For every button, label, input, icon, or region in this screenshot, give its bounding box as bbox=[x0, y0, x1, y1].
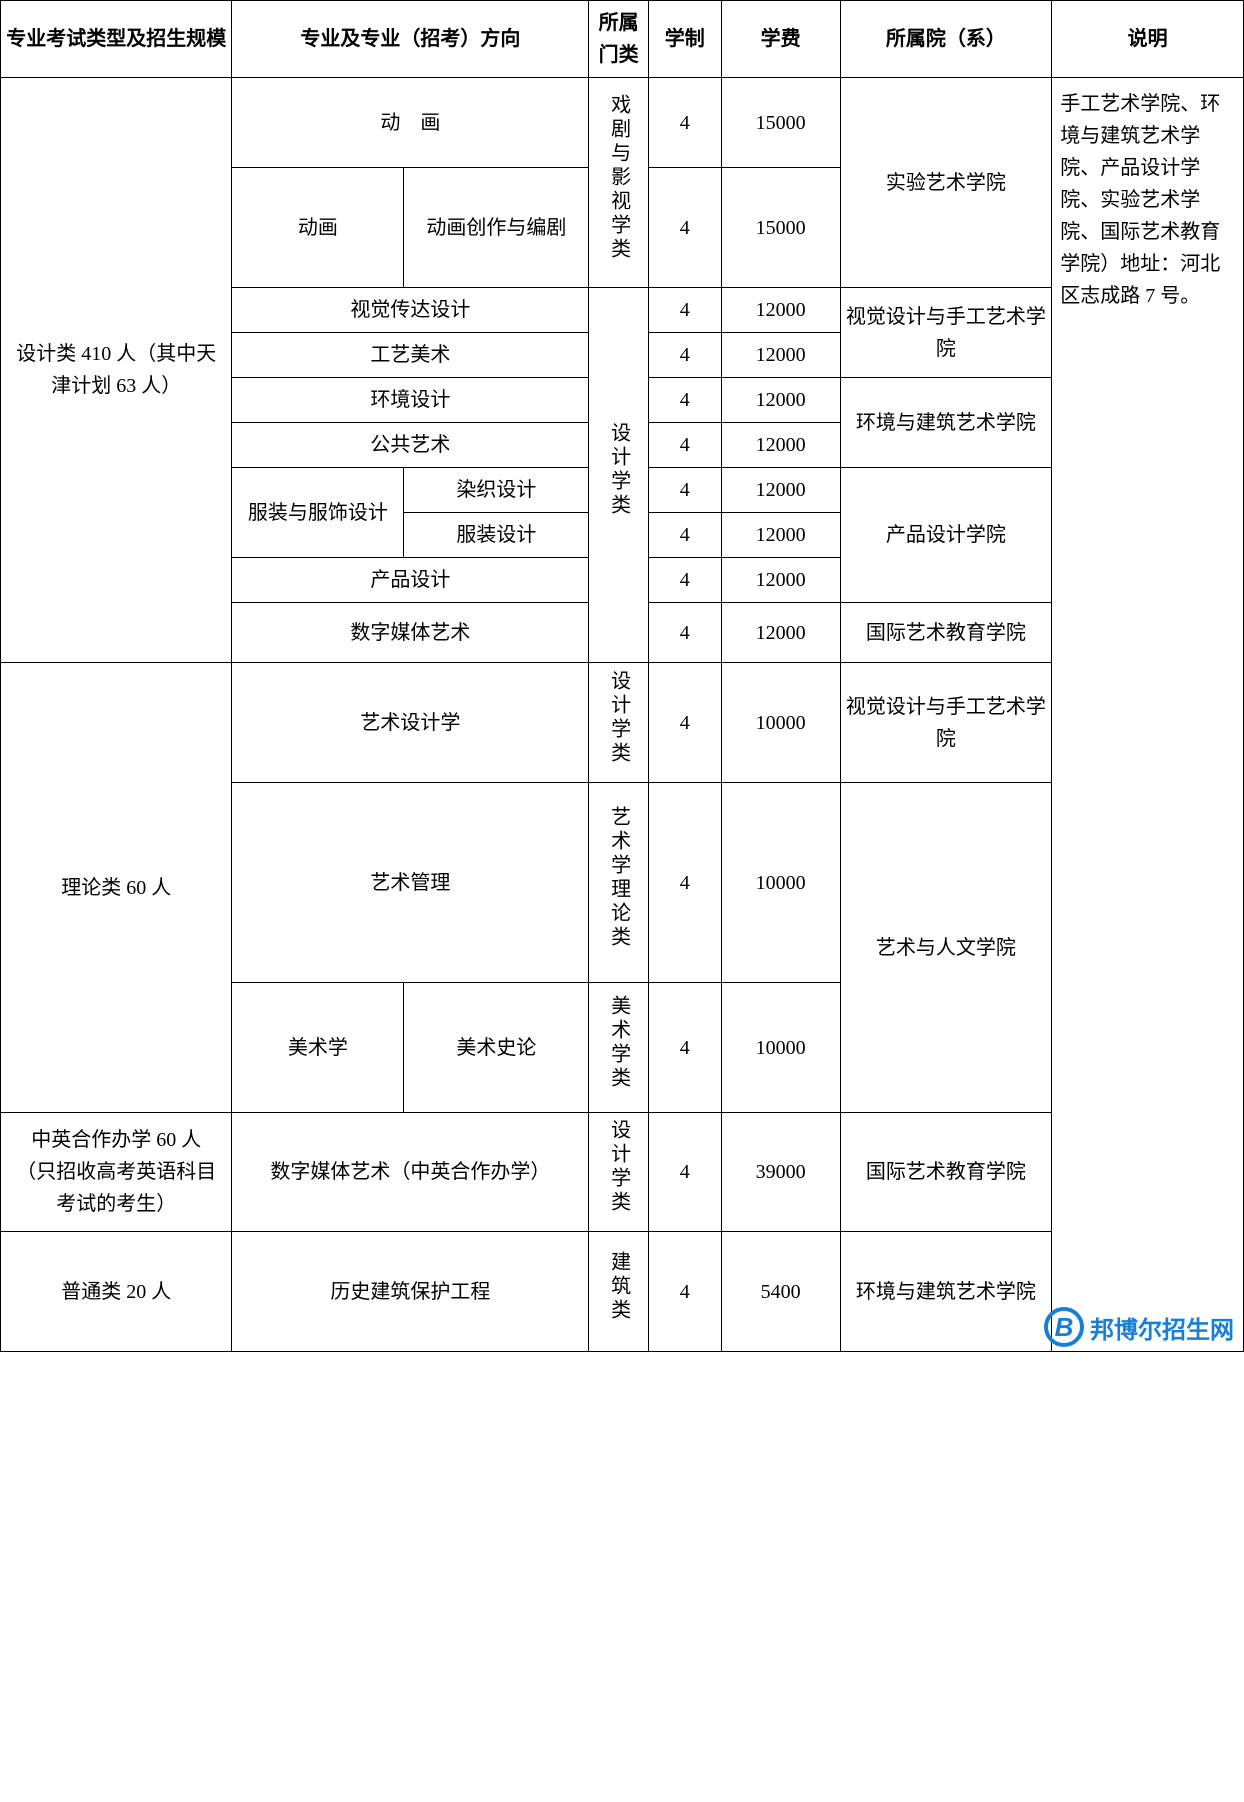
major-animation-sub: 动画 bbox=[232, 168, 404, 288]
group-theory: 理论类 60 人 bbox=[1, 663, 232, 1113]
duration-cell: 4 bbox=[648, 783, 721, 983]
fee-cell: 12000 bbox=[721, 288, 840, 333]
dept-env-arch-2: 环境与建筑艺术学院 bbox=[840, 1232, 1052, 1352]
duration-cell: 4 bbox=[648, 333, 721, 378]
dept-visual-craft: 视觉设计与手工艺术学院 bbox=[840, 288, 1052, 378]
fee-cell: 12000 bbox=[721, 603, 840, 663]
major-public: 公共艺术 bbox=[232, 423, 589, 468]
dept-humanities: 艺术与人文学院 bbox=[840, 783, 1052, 1113]
fee-cell: 15000 bbox=[721, 78, 840, 168]
header-dept: 所属院（系） bbox=[840, 1, 1052, 78]
category-art-theory: 艺术学理论类 bbox=[589, 783, 649, 983]
page-container: 专业考试类型及招生规模 专业及专业（招考）方向 所属门类 学制 学费 所属院（系… bbox=[0, 0, 1244, 1352]
fee-cell: 15000 bbox=[721, 168, 840, 288]
major-visual: 视觉传达设计 bbox=[232, 288, 589, 333]
header-fee: 学费 bbox=[721, 1, 840, 78]
category-fine-art: 美术学类 bbox=[589, 983, 649, 1113]
major-env: 环境设计 bbox=[232, 378, 589, 423]
fee-cell: 5400 bbox=[721, 1232, 840, 1352]
dept-visual-craft-2: 视觉设计与手工艺术学院 bbox=[840, 663, 1052, 783]
note-cell: 手工艺术学院、环境与建筑艺术学院、产品设计学院、实验艺术学院、国际艺术教育学院）… bbox=[1052, 78, 1244, 1352]
category-arch: 建筑类 bbox=[589, 1232, 649, 1352]
header-major: 专业及专业（招考）方向 bbox=[232, 1, 589, 78]
table-row: 设计类 410 人（其中天津计划 63 人） 动 画 戏剧与影视学类 4 150… bbox=[1, 78, 1244, 168]
dept-exp: 实验艺术学院 bbox=[840, 78, 1052, 288]
header-category: 所属门类 bbox=[589, 1, 649, 78]
admission-table: 专业考试类型及招生规模 专业及专业（招考）方向 所属门类 学制 学费 所属院（系… bbox=[0, 0, 1244, 1352]
duration-cell: 4 bbox=[648, 378, 721, 423]
duration-cell: 4 bbox=[648, 603, 721, 663]
fee-cell: 10000 bbox=[721, 783, 840, 983]
fee-cell: 10000 bbox=[721, 663, 840, 783]
duration-cell: 4 bbox=[648, 288, 721, 333]
duration-cell: 4 bbox=[648, 663, 721, 783]
duration-cell: 4 bbox=[648, 78, 721, 168]
fee-cell: 12000 bbox=[721, 558, 840, 603]
major-craft: 工艺美术 bbox=[232, 333, 589, 378]
fee-cell: 12000 bbox=[721, 423, 840, 468]
group-design: 设计类 410 人（其中天津计划 63 人） bbox=[1, 78, 232, 663]
duration-cell: 4 bbox=[648, 468, 721, 513]
fee-cell: 12000 bbox=[721, 513, 840, 558]
group-general: 普通类 20 人 bbox=[1, 1232, 232, 1352]
major-animation-dir: 动画创作与编剧 bbox=[404, 168, 589, 288]
major-digital-sino: 数字媒体艺术（中英合作办学） bbox=[232, 1113, 589, 1232]
header-duration: 学制 bbox=[648, 1, 721, 78]
category-drama: 戏剧与影视学类 bbox=[589, 78, 649, 288]
watermark: B 邦博尔招生网 bbox=[1044, 1307, 1234, 1347]
fee-cell: 12000 bbox=[721, 333, 840, 378]
dept-product: 产品设计学院 bbox=[840, 468, 1052, 603]
category-design-short: 设计学类 bbox=[589, 663, 649, 783]
fee-cell: 39000 bbox=[721, 1113, 840, 1232]
duration-cell: 4 bbox=[648, 1232, 721, 1352]
major-fine-art-sub: 美术学 bbox=[232, 983, 404, 1113]
dept-intl: 国际艺术教育学院 bbox=[840, 603, 1052, 663]
category-design-short-2: 设计学类 bbox=[589, 1113, 649, 1232]
duration-cell: 4 bbox=[648, 168, 721, 288]
duration-cell: 4 bbox=[648, 558, 721, 603]
major-digital: 数字媒体艺术 bbox=[232, 603, 589, 663]
major-animation: 动 画 bbox=[232, 78, 589, 168]
duration-cell: 4 bbox=[648, 513, 721, 558]
major-art-history: 美术史论 bbox=[404, 983, 589, 1113]
watermark-text: 邦博尔招生网 bbox=[1090, 1310, 1234, 1345]
major-cloth: 服装设计 bbox=[404, 513, 589, 558]
major-art-design: 艺术设计学 bbox=[232, 663, 589, 783]
duration-cell: 4 bbox=[648, 1113, 721, 1232]
watermark-badge-icon: B bbox=[1044, 1307, 1084, 1347]
category-design: 设计学类 bbox=[589, 288, 649, 663]
dept-env-arch: 环境与建筑艺术学院 bbox=[840, 378, 1052, 468]
table-header-row: 专业考试类型及招生规模 专业及专业（招考）方向 所属门类 学制 学费 所属院（系… bbox=[1, 1, 1244, 78]
major-heritage: 历史建筑保护工程 bbox=[232, 1232, 589, 1352]
major-dye: 染织设计 bbox=[404, 468, 589, 513]
group-sino: 中英合作办学 60 人（只招收高考英语科目考试的考生） bbox=[1, 1113, 232, 1232]
duration-cell: 4 bbox=[648, 423, 721, 468]
dept-intl-2: 国际艺术教育学院 bbox=[840, 1113, 1052, 1232]
header-exam-type: 专业考试类型及招生规模 bbox=[1, 1, 232, 78]
fee-cell: 10000 bbox=[721, 983, 840, 1113]
duration-cell: 4 bbox=[648, 983, 721, 1113]
major-product: 产品设计 bbox=[232, 558, 589, 603]
fee-cell: 12000 bbox=[721, 378, 840, 423]
major-art-mgmt: 艺术管理 bbox=[232, 783, 589, 983]
major-fashion-sub: 服装与服饰设计 bbox=[232, 468, 404, 558]
fee-cell: 12000 bbox=[721, 468, 840, 513]
header-note: 说明 bbox=[1052, 1, 1244, 78]
